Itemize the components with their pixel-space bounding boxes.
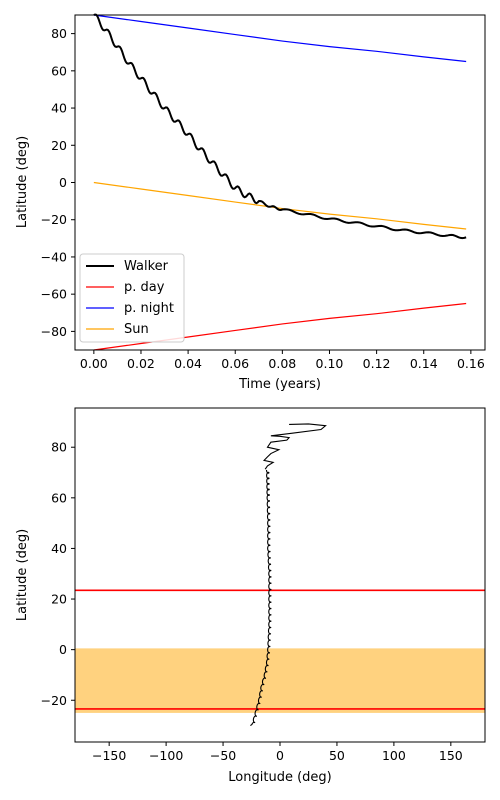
x-tick-label: 0.14 xyxy=(410,356,438,371)
x-tick-label: 150 xyxy=(439,748,463,763)
top-legend: Walker p. day p. night Sun xyxy=(79,253,185,343)
y-tick-label: −40 xyxy=(41,249,67,264)
bottom-y-ticks: −20 0 20 40 60 80 xyxy=(41,440,75,708)
y-tick-label: 80 xyxy=(51,440,67,455)
y-tick-label: 60 xyxy=(51,490,67,505)
walker-path-swirl xyxy=(262,423,327,470)
legend-label-sun: Sun xyxy=(124,322,149,337)
legend-label-p-day: p. day xyxy=(124,280,165,295)
top-x-ticks: 0.00 0.02 0.04 0.06 0.08 0.10 0.12 0.14 0.16 xyxy=(80,350,485,371)
y-tick-label: −60 xyxy=(41,287,67,302)
y-tick-label: −80 xyxy=(41,324,67,339)
bottom-plot-area xyxy=(75,423,485,727)
x-tick-label: 0.02 xyxy=(127,356,155,371)
top-x-axis-label: Time (years) xyxy=(238,377,321,392)
latitude-vs-time-chart: 0.00 0.02 0.04 0.06 0.08 0.10 0.12 0.14 0.16 −80… xyxy=(15,13,486,392)
x-tick-label: 0.10 xyxy=(316,356,344,371)
legend-label-walker: Walker xyxy=(124,259,169,274)
x-tick-label: −150 xyxy=(92,748,126,763)
x-tick-label: 0.08 xyxy=(268,356,296,371)
x-tick-label: −100 xyxy=(149,748,183,763)
y-tick-label: 40 xyxy=(51,101,67,116)
bottom-y-axis-label: Latitude (deg) xyxy=(15,529,30,621)
legend-box xyxy=(79,253,185,343)
y-tick-label: 60 xyxy=(51,63,67,78)
latitude-vs-longitude-chart: −150 −100 −50 0 50 100 150 −20 0 20 40 60 80 Longit… xyxy=(15,407,486,785)
walker-path-loops xyxy=(250,469,272,727)
x-tick-label: 0.06 xyxy=(221,356,249,371)
bottom-x-ticks: −150 −100 −50 0 50 100 150 xyxy=(92,742,463,763)
series-line-walker xyxy=(93,13,467,240)
y-tick-label: −20 xyxy=(41,693,67,708)
sunlit-band xyxy=(75,648,485,713)
x-tick-label: 0.04 xyxy=(174,356,202,371)
y-tick-label: 20 xyxy=(51,138,67,153)
top-y-axis-label: Latitude (deg) xyxy=(15,136,30,228)
y-tick-label: 20 xyxy=(51,592,67,607)
y-tick-label: 0 xyxy=(59,175,67,190)
y-tick-label: 80 xyxy=(51,26,67,41)
x-tick-label: 0.16 xyxy=(457,356,485,371)
y-tick-label: −20 xyxy=(41,212,67,227)
x-tick-label: 50 xyxy=(329,748,345,763)
x-tick-label: 0.00 xyxy=(80,356,108,371)
x-tick-label: 0.12 xyxy=(363,356,391,371)
top-y-ticks: −80 −60 −40 −20 0 20 40 60 80 xyxy=(41,26,75,339)
x-tick-label: −50 xyxy=(210,748,236,763)
legend-label-p-night: p. night xyxy=(124,301,174,316)
x-tick-label: 0 xyxy=(276,748,284,763)
y-tick-label: 40 xyxy=(51,541,67,556)
bottom-x-axis-label: Longitude (deg) xyxy=(228,770,331,785)
y-tick-label: 0 xyxy=(59,642,67,657)
series-line-p-night xyxy=(93,14,467,63)
x-tick-label: 100 xyxy=(382,748,406,763)
